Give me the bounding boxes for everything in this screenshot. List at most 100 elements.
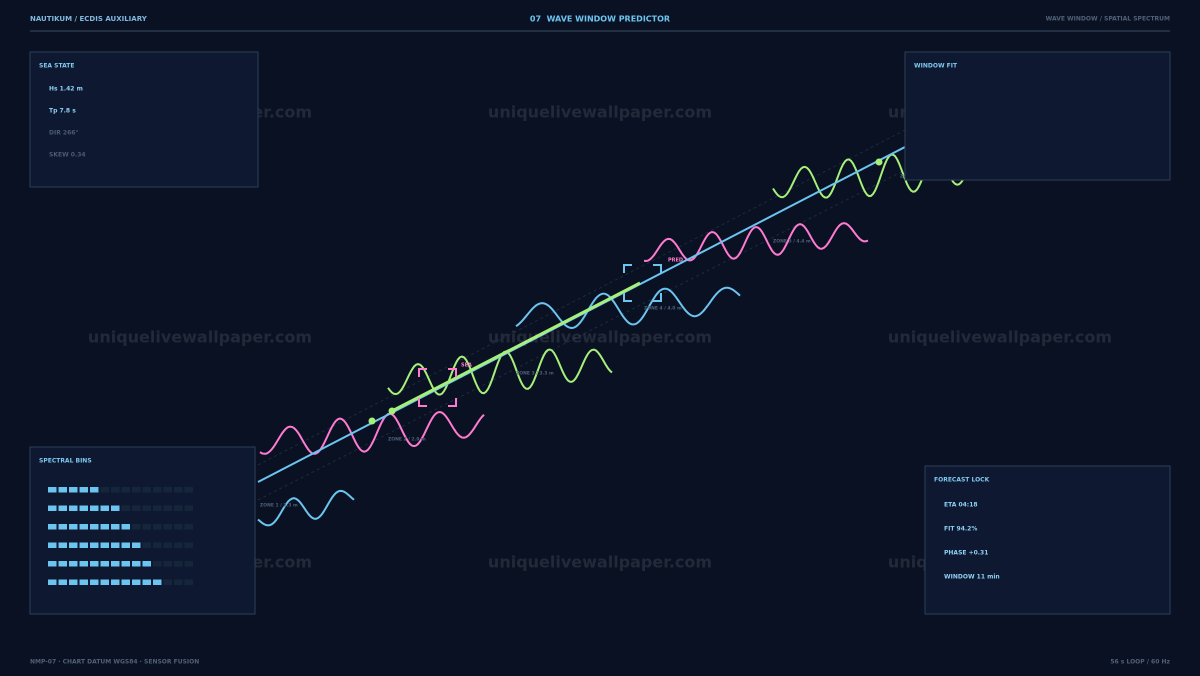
scene: SEA PRED ZONE 1 / 2.3 m ZONE 2 / 2.9 m ZONE … <box>257 129 998 527</box>
panel-title: WINDOW FIT <box>914 63 958 70</box>
panel-title: SEA STATE <box>39 63 74 70</box>
bin-slot <box>153 542 162 548</box>
bin-segment <box>48 505 57 511</box>
watermark: uniquelivewallpaper.com <box>488 553 712 572</box>
bin-segment <box>79 579 88 585</box>
bin-segment <box>111 561 120 567</box>
bin-segment <box>79 524 88 530</box>
bin-slot <box>184 542 193 548</box>
bin-segment <box>79 505 88 511</box>
wave <box>515 286 741 330</box>
bin-segment <box>132 561 141 567</box>
guide-line <box>257 129 906 466</box>
bin-segment <box>121 579 130 585</box>
bin-segment <box>79 487 88 493</box>
bin-segment <box>90 524 99 530</box>
bin-slot <box>174 524 183 530</box>
sea-state-row: SKEW 0.34 <box>49 152 86 159</box>
header-title: 07 WAVE WINDOW PREDICTOR <box>530 15 670 24</box>
bin-segment <box>69 524 78 530</box>
bin-slot <box>174 505 183 511</box>
bin-slot <box>163 524 172 530</box>
bin-slot <box>174 542 183 548</box>
bin-segment <box>100 579 109 585</box>
window-fit-panel <box>904 51 1171 181</box>
marker-label: SEA <box>461 363 472 369</box>
bin-segment <box>100 542 109 548</box>
bin-segment <box>48 524 57 530</box>
wave <box>387 348 613 396</box>
target-bracket <box>418 368 457 407</box>
bin-slot <box>174 487 183 493</box>
watermark: uniquelivewallpaper.com <box>888 328 1112 347</box>
track-point <box>875 158 883 166</box>
bin-segment <box>121 561 130 567</box>
bin-slot <box>163 505 172 511</box>
bin-slot <box>132 487 141 493</box>
bin-segment <box>100 524 109 530</box>
bin-segment <box>69 505 78 511</box>
bin-slot <box>174 561 183 567</box>
bin-segment <box>100 561 109 567</box>
bin-segment <box>90 561 99 567</box>
bin-segment <box>69 579 78 585</box>
sea-state-row: DIR 266° <box>49 130 78 137</box>
wave <box>643 222 869 263</box>
bin-slot <box>163 542 172 548</box>
bin-segment <box>111 505 120 511</box>
bin-segment <box>142 579 151 585</box>
forecast-lock-panel <box>924 465 1171 615</box>
sea-state-row: Hs 1.42 m <box>49 86 83 93</box>
bin-slot <box>153 561 162 567</box>
bin-segment <box>58 579 67 585</box>
wave <box>772 151 998 199</box>
bin-slot <box>111 487 120 493</box>
bin-segment <box>153 579 162 585</box>
zone-label: ZONE 1 / 2.3 m <box>260 503 298 509</box>
bin-segment <box>111 542 120 548</box>
marker-label: PRED <box>668 258 683 264</box>
bin-segment <box>79 561 88 567</box>
bin-segment <box>58 487 67 493</box>
watermark: uniquelivewallpaper.com <box>488 103 712 122</box>
bin-segment <box>48 542 57 548</box>
bin-segment <box>69 487 78 493</box>
bin-slot <box>163 561 172 567</box>
bin-slot <box>121 505 130 511</box>
bin-segment <box>90 505 99 511</box>
bin-segment <box>48 579 57 585</box>
bin-segment <box>79 542 88 548</box>
wave <box>257 489 355 527</box>
bin-segment <box>48 487 57 493</box>
header-right: WAVE WINDOW / SPATIAL SPECTRUM <box>1046 16 1170 23</box>
panel-title: SPECTRAL BINS <box>39 458 92 465</box>
bin-slot <box>100 487 109 493</box>
bin-segment <box>142 561 151 567</box>
bin-segment <box>48 561 57 567</box>
sea-state-row: Tp 7.8 s <box>49 108 76 115</box>
header-left: NAUTIKUM / ECDIS AUXILIARY <box>30 15 148 23</box>
bin-segment <box>111 524 120 530</box>
target-bracket <box>623 264 662 302</box>
bin-slot <box>184 487 193 493</box>
sea-state-panel <box>29 51 259 188</box>
guide-line <box>257 169 906 501</box>
bin-segment <box>90 487 99 493</box>
bin-segment <box>69 542 78 548</box>
forecast-row: FIT 94.2% <box>944 526 977 533</box>
track-point <box>368 417 376 425</box>
bin-segment <box>100 505 109 511</box>
bin-segment <box>121 524 130 530</box>
zone-label: ZONE 3 / 3.3 m <box>516 371 554 377</box>
bin-slot <box>142 505 151 511</box>
bin-segment <box>58 505 67 511</box>
bin-slot <box>153 487 162 493</box>
bin-segment <box>90 542 99 548</box>
bin-slot <box>163 579 172 585</box>
bin-segment <box>121 542 130 548</box>
forecast-row: PHASE +0.31 <box>944 550 988 557</box>
forecast-row: WINDOW 11 min <box>944 574 1000 581</box>
watermark: uniquelivewallpaper.com <box>88 328 312 347</box>
